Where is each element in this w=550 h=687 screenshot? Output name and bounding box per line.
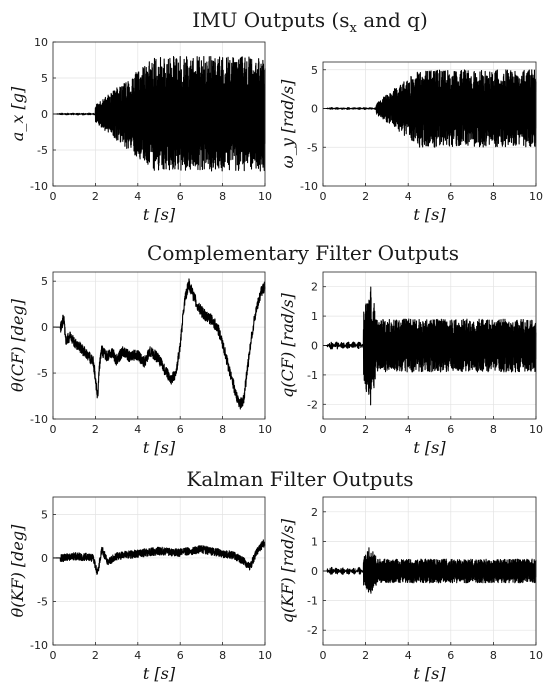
section-title-kalman: Kalman Filter Outputs	[186, 467, 413, 491]
x-tick-label: 10	[529, 190, 543, 203]
x-tick-label: 6	[177, 423, 184, 436]
x-tick-label: 2	[92, 423, 99, 436]
chart-theta_cf: 0 2 4 6 8 10 -10 -5 0 5 t [s] θ(CF) [deg]	[8, 272, 272, 457]
y-tick-label: 5	[41, 275, 48, 288]
plot-area	[53, 272, 265, 419]
x-axis-label: t [s]	[413, 438, 446, 457]
x-tick-label: 0	[50, 423, 57, 436]
x-tick-label: 8	[219, 649, 226, 662]
y-tick-label: 5	[41, 72, 48, 85]
y-tick-label: -10	[300, 180, 318, 193]
y-tick-label: -5	[37, 144, 48, 157]
chart-ax: 0 2 4 6 8 10 -10 -5 0 5 10 t [s] a_x [g]	[8, 36, 272, 224]
x-tick-label: 2	[92, 649, 99, 662]
section-title-imu-main: IMU Outputs (s	[192, 8, 349, 32]
chart-q_kf: 0 2 4 6 8 10 -2 -1 0 1 2 t [s] q(KF) [rad/s]	[278, 497, 543, 683]
x-tick-label: 6	[447, 190, 454, 203]
x-axis-label: t [s]	[413, 205, 446, 224]
chart-wy: 0 2 4 6 8 10 -10 -5 0 5 t [s] ω_y [rad/s]	[278, 62, 543, 224]
x-axis-label: t [s]	[143, 438, 176, 457]
x-tick-label: 2	[92, 190, 99, 203]
x-tick-label: 8	[219, 423, 226, 436]
x-tick-label: 4	[134, 423, 141, 436]
y-axis-label: a_x [g]	[8, 86, 27, 141]
y-tick-label: 5	[311, 64, 318, 77]
y-tick-label: -5	[307, 141, 318, 154]
y-tick-label: 0	[311, 103, 318, 116]
x-tick-label: 8	[490, 423, 497, 436]
y-tick-label: -10	[30, 413, 48, 426]
plot-area	[53, 497, 265, 645]
x-tick-label: 8	[490, 190, 497, 203]
y-tick-label: 0	[41, 321, 48, 334]
y-tick-label: -5	[37, 367, 48, 380]
x-tick-label: 4	[134, 190, 141, 203]
y-tick-label: -10	[30, 639, 48, 652]
y-tick-label: -2	[307, 624, 318, 637]
x-tick-label: 10	[529, 423, 543, 436]
chart-theta_kf: 0 2 4 6 8 10 -10 -5 0 5 t [s] θ(KF) [deg]	[8, 497, 272, 683]
y-tick-label: 0	[311, 565, 318, 578]
y-axis-label: q(CF) [rad/s]	[278, 292, 297, 397]
y-axis-label: ω_y [rad/s]	[278, 79, 297, 168]
x-tick-label: 2	[362, 423, 369, 436]
x-tick-label: 4	[405, 423, 412, 436]
y-tick-label: 1	[311, 535, 318, 548]
x-axis-label: t [s]	[143, 205, 176, 224]
x-tick-label: 8	[219, 190, 226, 203]
x-tick-label: 0	[50, 190, 57, 203]
section-title-complementary: Complementary Filter Outputs	[147, 241, 459, 265]
x-tick-label: 8	[490, 649, 497, 662]
x-tick-label: 4	[405, 190, 412, 203]
y-tick-label: 0	[41, 108, 48, 121]
x-tick-label: 6	[177, 649, 184, 662]
x-tick-label: 0	[320, 423, 327, 436]
chart-q_cf: 0 2 4 6 8 10 -2 -1 0 1 2 t [s] q(CF) [rad/s]	[278, 272, 543, 457]
y-tick-label: -1	[307, 595, 318, 608]
y-tick-label: -5	[37, 595, 48, 608]
y-tick-label: -10	[30, 180, 48, 193]
y-tick-label: 5	[41, 508, 48, 521]
y-tick-label: -2	[307, 398, 318, 411]
y-tick-label: 10	[34, 36, 48, 49]
x-tick-label: 4	[134, 649, 141, 662]
section-title-imu: IMU Outputs (sx and q)	[192, 8, 428, 36]
y-tick-label: 1	[311, 310, 318, 323]
x-axis-label: t [s]	[413, 664, 446, 683]
x-tick-label: 10	[258, 190, 272, 203]
y-tick-label: 2	[311, 281, 318, 294]
x-tick-label: 0	[320, 649, 327, 662]
y-tick-label: -1	[307, 369, 318, 382]
x-tick-label: 10	[529, 649, 543, 662]
x-tick-label: 6	[177, 190, 184, 203]
x-tick-label: 2	[362, 190, 369, 203]
x-tick-label: 6	[447, 423, 454, 436]
x-tick-label: 0	[50, 649, 57, 662]
x-axis-label: t [s]	[143, 664, 176, 683]
x-tick-label: 6	[447, 649, 454, 662]
y-tick-label: 2	[311, 506, 318, 519]
y-tick-label: 0	[41, 552, 48, 565]
x-tick-label: 4	[405, 649, 412, 662]
x-tick-label: 10	[258, 649, 272, 662]
x-tick-label: 0	[320, 190, 327, 203]
y-axis-label: θ(KF) [deg]	[8, 524, 27, 617]
y-axis-label: θ(CF) [deg]	[8, 298, 27, 392]
x-tick-label: 10	[258, 423, 272, 436]
y-axis-label: q(KF) [rad/s]	[278, 518, 297, 623]
x-tick-label: 2	[362, 649, 369, 662]
y-tick-label: 0	[311, 340, 318, 353]
section-title-imu-rest: and q)	[357, 8, 428, 32]
